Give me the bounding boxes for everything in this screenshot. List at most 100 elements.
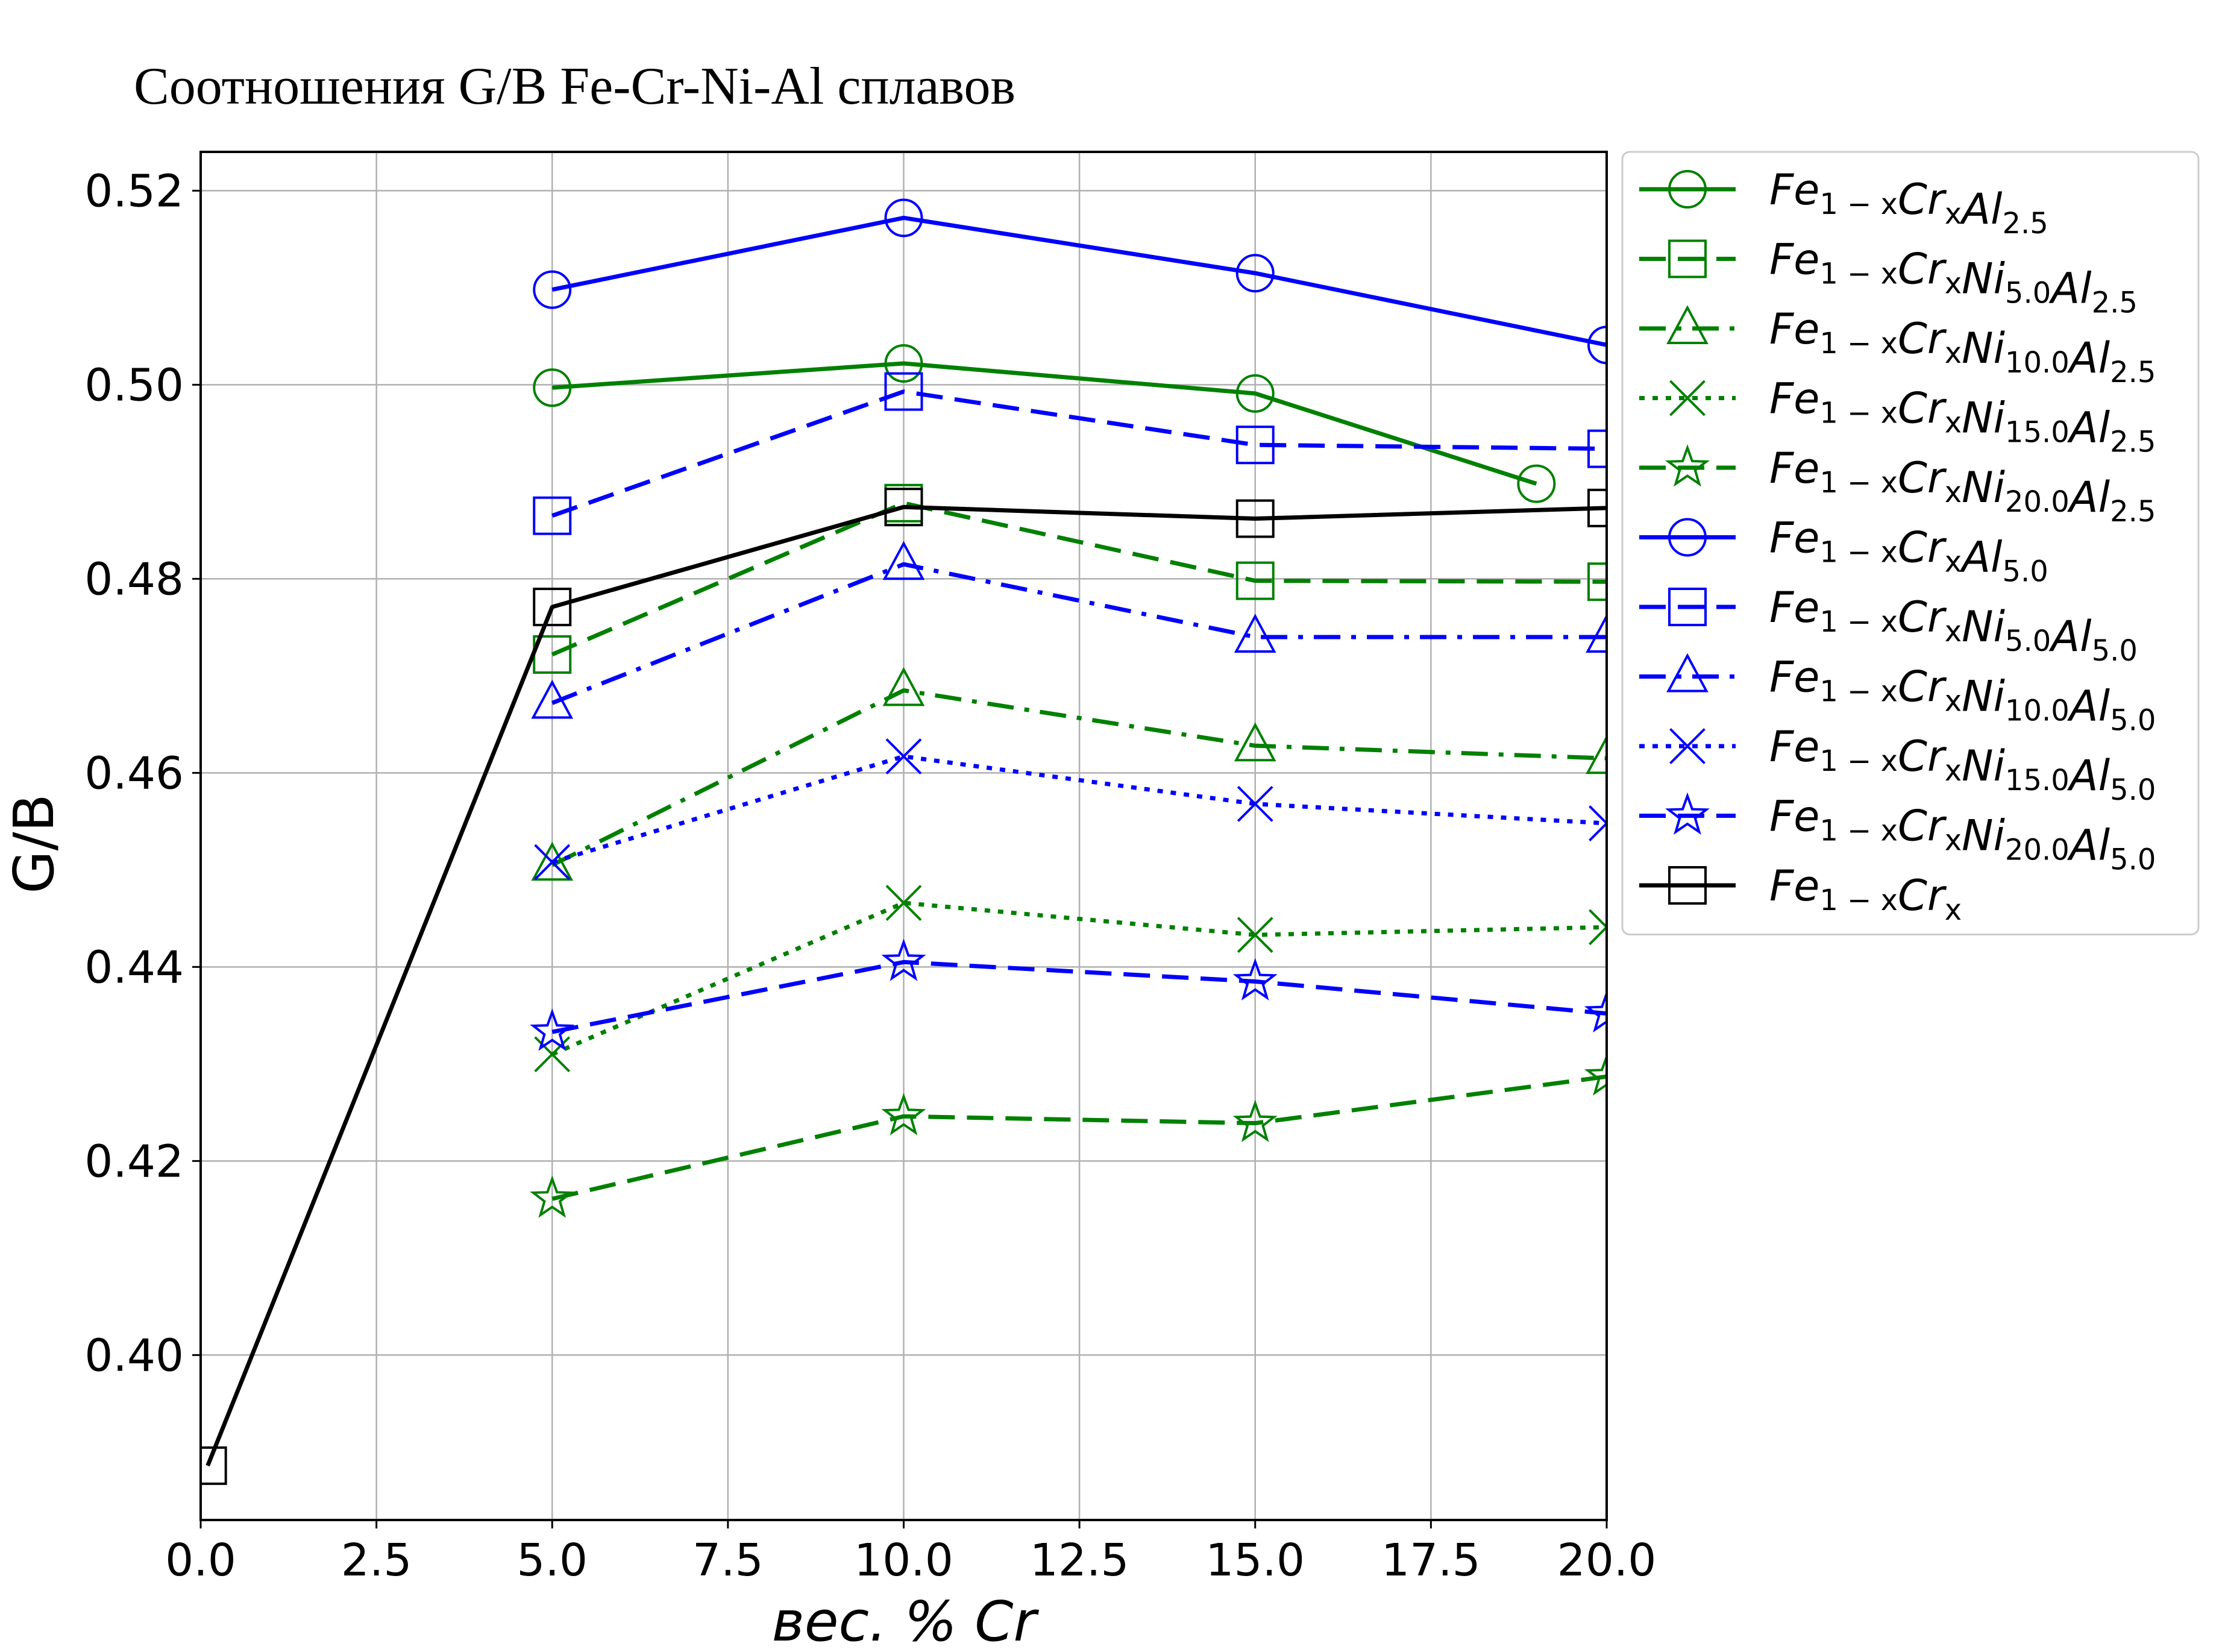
data-point-square [533, 496, 572, 535]
legend-marker-star [1665, 792, 1710, 835]
data-point-x [534, 1036, 571, 1073]
x-tick-label: 0.0 [165, 1534, 236, 1586]
legend-label: Fe1 − xCrxNi15.0Al5.0 [1769, 722, 2156, 807]
data-point-triangle [1234, 722, 1276, 762]
legend-label: Fe1 − xCrxNi20.0Al2.5 [1769, 444, 2156, 529]
legend-entry-9: Fe1 − xCrxNi15.0Al5.0 [1639, 722, 2156, 807]
grid-layer [199, 152, 1608, 1520]
legend-label: Fe1 − xCrxNi5.0Al5.0 [1769, 583, 2138, 668]
series-11 [201, 488, 1607, 1485]
data-point-circle [1235, 374, 1275, 413]
data-point-triangle [1586, 614, 1607, 653]
series-1 [533, 344, 1556, 503]
legend-entry-5: Fe1 − xCrxNi20.0Al2.5 [1639, 444, 2156, 529]
data-point-circle [1517, 464, 1556, 503]
data-point-triangle [1586, 735, 1607, 774]
legend-entry-11: Fe1 − xCrx [1639, 861, 1962, 927]
x-tick-label: 2.5 [341, 1534, 412, 1586]
series-line [551, 754, 1607, 864]
data-point-star [530, 1008, 575, 1051]
data-point-triangle [1234, 614, 1276, 653]
data-point-x [1237, 785, 1273, 822]
data-point-star [1232, 958, 1278, 1000]
series-4 [534, 885, 1607, 1073]
data-point-square [884, 372, 923, 411]
y-tick-label: 0.52 [84, 165, 184, 217]
data-point-x [1589, 909, 1607, 946]
legend-label: Fe1 − xCrxNi15.0Al2.5 [1769, 374, 2156, 459]
data-point-square [1235, 426, 1275, 465]
series-3 [531, 667, 1607, 881]
series-9 [534, 738, 1607, 881]
x-tick-label: 5.0 [516, 1534, 588, 1586]
legend-entry-6: Fe1 − xCrxAl5.0 [1639, 514, 2048, 589]
y-tick-label: 0.44 [84, 941, 184, 993]
series-line [551, 1074, 1607, 1201]
data-point-square [201, 1446, 227, 1485]
data-point-triangle [882, 541, 925, 580]
y-tick-label: 0.46 [84, 747, 184, 799]
data-point-star [1232, 1099, 1278, 1143]
legend-label: Fe1 − xCrxNi10.0Al5.0 [1769, 653, 2156, 738]
data-point-star [530, 1175, 575, 1218]
legend-entry-1: Fe1 − xCrxAl2.5 [1639, 165, 2048, 240]
legend-label: Fe1 − xCrxNi10.0Al2.5 [1769, 304, 2156, 389]
data-point-circle [533, 270, 572, 309]
data-point-star [881, 1093, 926, 1135]
y-tick-label: 0.42 [84, 1135, 184, 1187]
series-line [551, 900, 1607, 1057]
series-line [551, 959, 1607, 1034]
y-tick-label: 0.48 [84, 553, 184, 605]
data-point-x [885, 885, 922, 922]
data-point-square [1587, 429, 1607, 468]
data-point-circle [1587, 325, 1607, 365]
x-tick-label: 20.0 [1557, 1534, 1657, 1586]
x-tick-label: 12.5 [1030, 1534, 1129, 1586]
data-point-star [881, 938, 926, 981]
legend-marker-triangle [1666, 305, 1709, 344]
data-point-triangle [882, 667, 925, 706]
chart-title: Соотношения G/B Fe-Cr-Ni-Al сплавов [134, 57, 1015, 116]
data-point-x [1237, 917, 1273, 953]
legend-label: Fe1 − xCrxNi5.0Al2.5 [1769, 235, 2138, 320]
x-axis-label: вес. % Cr [772, 1589, 1040, 1649]
legend-marker-circle [1668, 518, 1707, 557]
data-point-x [534, 844, 571, 881]
series-6 [533, 198, 1607, 365]
series-8 [531, 541, 1607, 719]
y-axis-label: G/B [2, 794, 66, 893]
data-point-square [1235, 499, 1275, 538]
legend-entry-10: Fe1 − xCrxNi20.0Al5.0 [1639, 792, 2156, 877]
ticks-layer: 0.0 2.5 5.0 7.5 10.0 12.5 15.0 17.5 20.0 0.40 0.42… [84, 165, 1656, 1586]
y-tick-label: 0.50 [84, 359, 184, 411]
legend-entry-8: Fe1 − xCrxNi10.0Al5.0 [1639, 653, 2156, 738]
legend-marker-square [1668, 588, 1707, 626]
series-7 [533, 372, 1607, 535]
y-tick-label: 0.40 [84, 1330, 184, 1381]
legend-marker-star [1665, 444, 1710, 487]
data-point-circle [533, 368, 572, 407]
legend-marker-x [1669, 728, 1706, 764]
series-line [551, 562, 1607, 705]
data-point-star [1584, 990, 1607, 1033]
legend-box [1621, 151, 2200, 935]
data-point-x [1589, 805, 1607, 841]
legend-entry-3: Fe1 − xCrxNi10.0Al2.5 [1639, 304, 2156, 389]
data-point-circle [884, 344, 923, 383]
data-point-square [1587, 488, 1607, 527]
series-10 [530, 938, 1607, 1051]
x-tick-label: 17.5 [1381, 1534, 1481, 1586]
legend-entry-4: Fe1 − xCrxNi15.0Al2.5 [1639, 374, 2156, 459]
legend-marker-square [1668, 239, 1707, 278]
data-point-triangle [531, 841, 574, 881]
legend-label: Fe1 − xCrxAl5.0 [1769, 514, 2048, 589]
data-point-circle [1235, 254, 1275, 293]
series-line [206, 504, 1607, 1467]
data-point-square [533, 588, 572, 627]
series-line [551, 215, 1607, 347]
data-point-triangle [531, 679, 574, 719]
data-point-circle [884, 198, 923, 237]
legend-label: Fe1 − xCrx [1769, 861, 1962, 927]
